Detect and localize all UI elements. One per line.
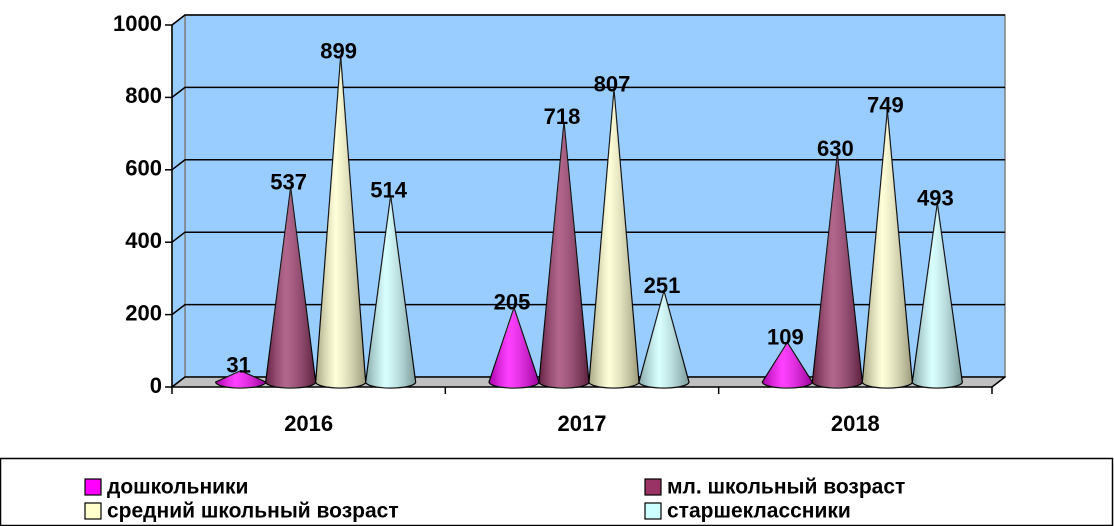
value-label: 718 xyxy=(544,104,581,129)
legend-swatch xyxy=(84,478,102,496)
legend-box xyxy=(0,457,1114,526)
cone-shade xyxy=(862,110,913,389)
grid-line xyxy=(171,159,1005,171)
y-tick-label: 1000 xyxy=(113,11,162,36)
x-tick-label: 2017 xyxy=(558,411,607,436)
value-label: 205 xyxy=(494,290,531,315)
legend-label: мл. школьный возраст xyxy=(667,476,905,499)
grid-line xyxy=(171,303,1005,316)
x-tick-label: 2016 xyxy=(284,411,333,436)
legend: дошкольники мл. школьный возраст средний ш… xyxy=(84,476,905,523)
legend-label: дошкольники xyxy=(107,476,248,499)
value-label: 514 xyxy=(370,178,407,203)
grid-line xyxy=(171,86,1005,98)
cone-shade xyxy=(762,342,813,389)
grid-line xyxy=(171,376,1005,388)
x-tick-label: 2018 xyxy=(831,411,880,436)
cone-shade xyxy=(265,187,316,389)
value-label: 537 xyxy=(270,169,307,194)
legend-label: средний школьный возраст xyxy=(107,500,399,523)
cone-shade xyxy=(589,89,639,388)
legend-swatch xyxy=(644,478,662,496)
value-label: 807 xyxy=(594,72,631,97)
value-label: 630 xyxy=(817,136,854,161)
cone-shade xyxy=(365,195,416,388)
cone-shade xyxy=(489,307,539,388)
y-tick-label: 800 xyxy=(125,83,162,108)
value-label: 31 xyxy=(226,353,250,378)
grid-line xyxy=(171,231,1005,243)
side-wall xyxy=(171,13,186,389)
value-label: 493 xyxy=(917,185,954,210)
legend-swatch xyxy=(644,502,662,520)
legend-label: старшеклассники xyxy=(667,500,851,523)
cone-shade xyxy=(639,291,689,388)
cone-shade xyxy=(539,122,589,389)
cone-shade xyxy=(215,370,266,388)
cone-shade xyxy=(912,203,963,389)
grid-line xyxy=(171,14,1005,26)
cone-shade xyxy=(315,56,366,389)
y-tick-label: 600 xyxy=(125,156,162,181)
x-axis-end xyxy=(991,376,1006,388)
y-tick-label: 400 xyxy=(125,228,162,253)
y-tick-label: 200 xyxy=(125,300,162,325)
cone-shade xyxy=(812,153,863,389)
value-label: 251 xyxy=(644,273,681,298)
value-label: 899 xyxy=(320,38,357,63)
value-label: 749 xyxy=(867,93,904,118)
y-tick-label: 0 xyxy=(150,373,162,398)
value-label: 109 xyxy=(767,324,804,349)
legend-swatch xyxy=(84,502,102,520)
